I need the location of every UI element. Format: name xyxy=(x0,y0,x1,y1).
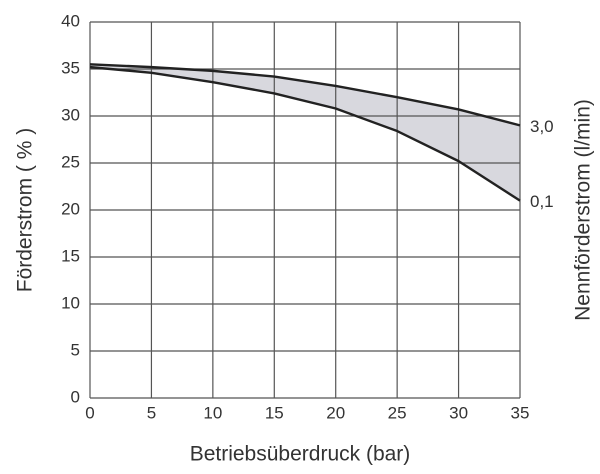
x-tick-label: 25 xyxy=(388,403,407,422)
y-tick-label: 25 xyxy=(61,152,80,171)
x-tick-label: 0 xyxy=(85,403,94,422)
y-tick-label: 35 xyxy=(61,58,80,77)
y-tick-label: 20 xyxy=(61,199,80,218)
x-tick-label: 10 xyxy=(203,403,222,422)
y-tick-label: 0 xyxy=(71,387,80,406)
series-label: 3,0 xyxy=(530,117,554,136)
y-tick-label: 40 xyxy=(61,11,80,30)
y-tick-label: 30 xyxy=(61,105,80,124)
x-tick-label: 30 xyxy=(449,403,468,422)
x-tick-label: 5 xyxy=(147,403,156,422)
shaded-band xyxy=(90,64,520,201)
line-series xyxy=(89,63,521,127)
line-series xyxy=(89,65,521,202)
x-tick-label: 15 xyxy=(265,403,284,422)
series-label: 0,1 xyxy=(530,192,554,211)
x-tick-label: 20 xyxy=(326,403,345,422)
x-axis-label: Betriebsüberdruck (bar) xyxy=(190,443,411,466)
y-tick-label: 5 xyxy=(71,340,80,359)
y-tick-label: 15 xyxy=(61,246,80,265)
y-axis-label: Förderstrom ( % ) xyxy=(14,128,37,293)
y-tick-label: 10 xyxy=(61,293,80,312)
x-tick-label: 35 xyxy=(511,403,530,422)
y2-axis-label: Nennförderstrom (l/min) xyxy=(572,99,595,321)
